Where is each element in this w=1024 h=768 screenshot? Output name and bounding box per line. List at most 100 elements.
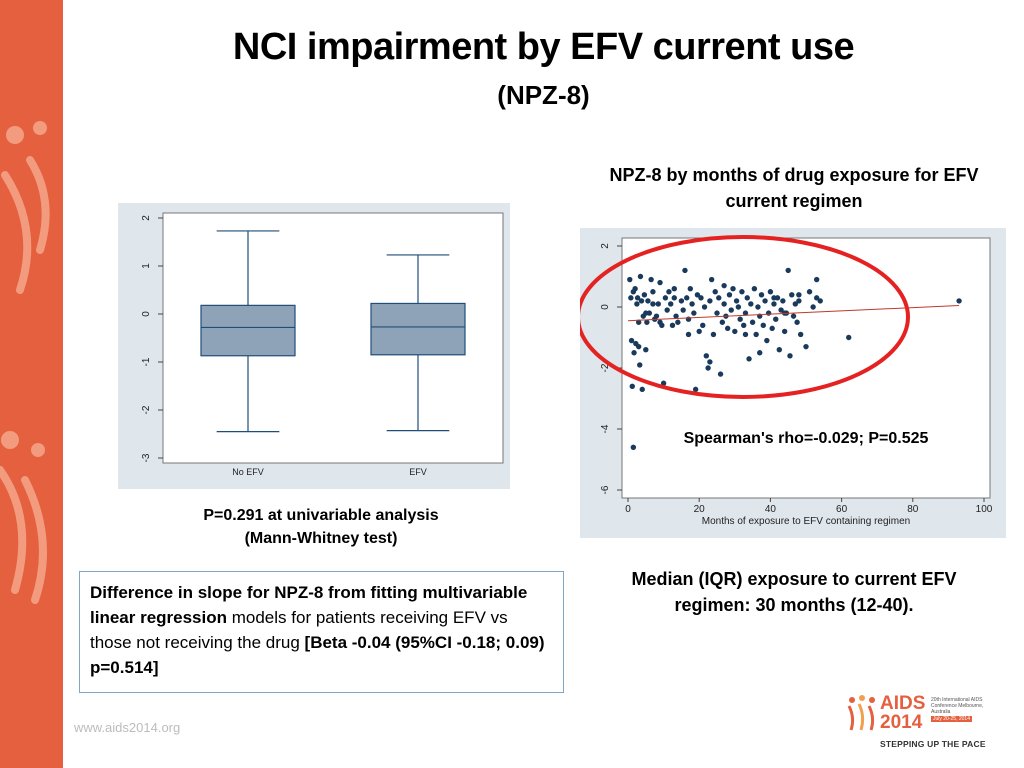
scatter-point bbox=[724, 325, 731, 332]
scatter-xtick-label: 40 bbox=[765, 504, 777, 515]
scatter-point bbox=[648, 276, 654, 283]
scatter-point bbox=[650, 301, 656, 307]
scatter-point bbox=[685, 316, 692, 322]
scatter-point bbox=[673, 313, 679, 319]
slide-subtitle: (NPZ-8) bbox=[497, 80, 590, 110]
scatter-point bbox=[760, 322, 766, 328]
boxplot-category-label: No EFV bbox=[232, 467, 264, 477]
scatter-point bbox=[630, 444, 637, 450]
scatter-xtick-label: 60 bbox=[836, 504, 848, 515]
logo-conference-info: 20th International AIDS Conference Melbo… bbox=[931, 697, 1001, 722]
scatter-point bbox=[628, 337, 635, 344]
scatter-point bbox=[669, 322, 676, 328]
difference-plain: models for patients receiving EFV vs tho… bbox=[90, 608, 508, 652]
boxplot-box bbox=[370, 302, 466, 356]
scatter-point bbox=[632, 286, 638, 292]
scatter-point bbox=[789, 292, 795, 298]
scatter-point bbox=[634, 301, 640, 307]
scatter-point bbox=[785, 267, 791, 274]
scatter-xtick-label: 80 bbox=[907, 504, 919, 515]
scatter-point bbox=[813, 295, 820, 301]
scatter-point bbox=[803, 343, 809, 350]
scatter-point bbox=[737, 316, 743, 322]
scatter-point bbox=[746, 356, 752, 362]
decorative-figures-icon bbox=[0, 121, 50, 604]
difference-box: Difference in slope for NPZ-8 from fitti… bbox=[79, 571, 564, 693]
scatter-point bbox=[717, 371, 724, 377]
scatter-point bbox=[660, 380, 667, 386]
scatter-point bbox=[755, 304, 761, 310]
footer-url: www.aids2014.org bbox=[74, 720, 181, 735]
scatter-xtick-label: 100 bbox=[976, 504, 993, 515]
logo-figures-icon bbox=[847, 695, 875, 731]
scatter-point bbox=[730, 286, 736, 292]
scatter-point bbox=[796, 292, 802, 298]
scatter-point bbox=[726, 292, 733, 298]
scatter-point bbox=[668, 301, 674, 307]
scatter-point bbox=[716, 295, 722, 301]
scatter-point bbox=[794, 319, 800, 325]
scatter-point bbox=[671, 286, 677, 292]
pvalue-line2: (Mann-Whitney test) bbox=[244, 530, 398, 547]
scatter-point bbox=[712, 289, 718, 295]
scatter-ytick-label: 2 bbox=[600, 243, 611, 249]
scatter-point bbox=[707, 359, 713, 365]
scatter-point bbox=[628, 295, 634, 301]
scatter-point bbox=[643, 347, 649, 353]
logo-conference: 20th International AIDS Conference Melbo… bbox=[931, 697, 984, 715]
boxplot-panel: -3 -2 -1 0 1 2 No EFV EFV bbox=[118, 203, 510, 489]
scatter-ytick-label: -2 bbox=[600, 363, 611, 372]
scatter-point bbox=[698, 295, 704, 301]
scatter-point bbox=[666, 289, 672, 295]
pvalue-line1: P=0.291 at univariable analysis bbox=[203, 507, 439, 524]
scatter-plot-area bbox=[621, 237, 991, 499]
scatter-xtick-label: 0 bbox=[625, 504, 631, 515]
logo-tagline: STEPPING UP THE PACE bbox=[880, 739, 986, 749]
scatter-point bbox=[771, 301, 777, 307]
scatter-point bbox=[769, 325, 775, 332]
scatter-point bbox=[757, 350, 763, 356]
scatter-point bbox=[701, 304, 708, 310]
scatter-point bbox=[684, 295, 690, 301]
scatter-point bbox=[675, 319, 681, 325]
scatter-point bbox=[639, 386, 645, 393]
scatter-point bbox=[689, 301, 695, 307]
boxplot-ytick-label: -1 bbox=[141, 357, 152, 366]
median-exposure-note: Median (IQR) exposure to current EFV reg… bbox=[631, 569, 957, 615]
scatter-point bbox=[742, 310, 749, 316]
boxplot-ytick-label: 1 bbox=[141, 263, 152, 269]
scatter-point bbox=[655, 301, 661, 307]
scatter-point bbox=[764, 337, 770, 344]
scatter-point bbox=[641, 292, 648, 298]
scatter-point bbox=[790, 313, 797, 319]
scatter-point bbox=[703, 353, 710, 359]
scatter-point bbox=[637, 273, 644, 280]
scatter-point bbox=[638, 298, 645, 304]
scatter-point bbox=[707, 298, 713, 304]
scatter-point bbox=[776, 347, 782, 353]
boxplot-ytick-label: 0 bbox=[141, 311, 152, 317]
scatter-caption: NPZ-8 by months of drug exposure for EFV… bbox=[609, 165, 979, 211]
scatter-ytick-label: 0 bbox=[600, 304, 611, 310]
scatter-point bbox=[773, 316, 779, 322]
scatter-point bbox=[634, 295, 641, 301]
scatter-point bbox=[694, 292, 701, 298]
scatter-point bbox=[627, 276, 633, 283]
scatter-point bbox=[753, 331, 759, 338]
scatter-point bbox=[714, 310, 720, 316]
scatter-point bbox=[771, 295, 777, 301]
difference-bold-tail: [Beta -0.04 (95%CI -0.18; 0.09) p=0.514] bbox=[90, 633, 545, 677]
scatter-point bbox=[846, 334, 852, 341]
scatter-point bbox=[748, 301, 754, 307]
boxplot-ytick-label: 2 bbox=[141, 215, 152, 221]
boxplot-ytick-label: -2 bbox=[141, 405, 152, 414]
boxplot-category-label: EFV bbox=[409, 467, 427, 477]
scatter-point bbox=[680, 307, 686, 313]
scatter-point bbox=[741, 322, 747, 328]
scatter-point bbox=[758, 292, 765, 298]
scatter-point bbox=[643, 310, 649, 316]
scatter-point bbox=[781, 328, 788, 335]
conference-logo: AIDS 2014 20th International AIDS Confer… bbox=[845, 694, 1005, 754]
scatter-point bbox=[733, 298, 740, 304]
